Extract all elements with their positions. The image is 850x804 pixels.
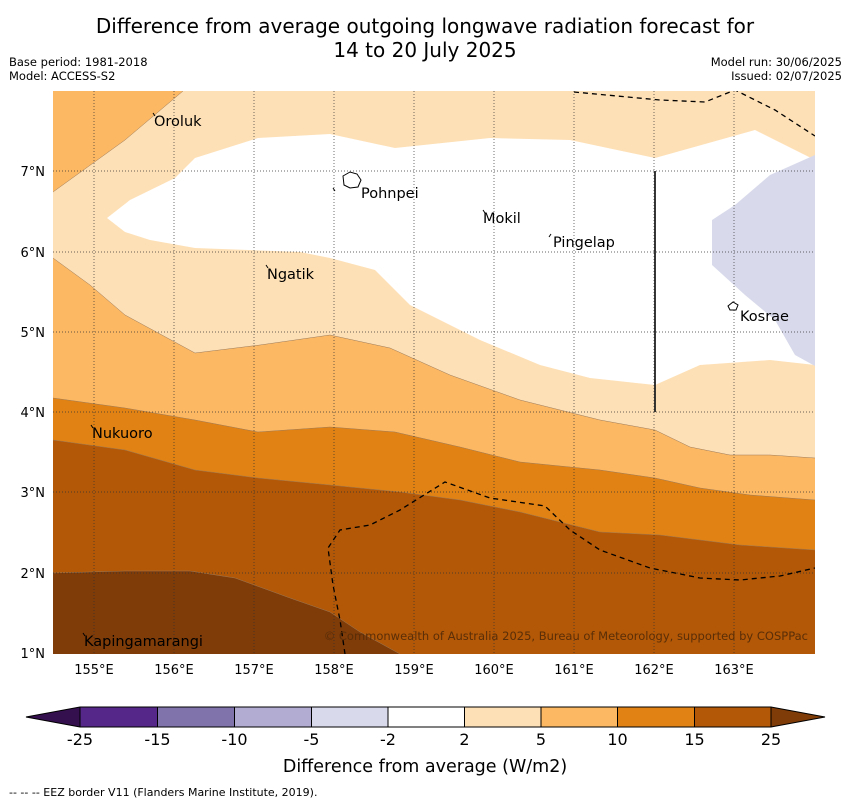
lat-tick-2: 2°N — [21, 567, 46, 582]
colorbar-extend-high — [771, 707, 825, 727]
island-dot-icon — [332, 187, 336, 192]
colorbar-seg-9 — [694, 707, 771, 727]
lon-tick-156: 156°E — [154, 663, 194, 678]
lon-tick-159: 159°E — [394, 663, 434, 678]
eez-border — [327, 91, 815, 654]
pohnpei-island-icon — [342, 171, 362, 189]
colorbar-tick-10: 25 — [761, 730, 781, 749]
issued-date: Issued: 02/07/2025 — [731, 69, 842, 83]
base-period: Base period: 1981-2018 — [9, 55, 148, 69]
colorbar-seg-8 — [617, 707, 695, 727]
place-pingelap: Pingelap — [553, 235, 615, 251]
colorbar-seg-5 — [388, 707, 465, 727]
colorbar-tick-9: 15 — [684, 730, 704, 749]
place-pohnpei: Pohnpei — [361, 186, 419, 202]
band-minus5-minus2 — [712, 155, 815, 366]
contour-lines — [53, 91, 815, 654]
kosrae-island-icon — [727, 301, 739, 311]
lon-tick-158: 158°E — [314, 663, 354, 678]
colorbar-tick-3: -10 — [221, 730, 247, 749]
place-oroluk: Oroluk — [154, 114, 202, 130]
lat-tick-7: 7°N — [21, 165, 46, 180]
colorbar-seg-7 — [541, 707, 618, 727]
colorbar-tick-6: 2 — [459, 730, 469, 749]
place-kosrae: Kosrae — [740, 309, 789, 325]
lon-tick-160: 160°E — [474, 663, 514, 678]
colorbar-tick-8: 10 — [607, 730, 627, 749]
place-kapingamarangi: Kapingamarangi — [84, 634, 203, 650]
map-area: Oroluk Pohnpei Mokil Pingelap Ngatik Kos… — [53, 91, 815, 654]
model-name: Model: ACCESS-S2 — [9, 69, 116, 83]
colorbar: -25 -15 -10 -5 -2 2 5 10 15 25 Differenc… — [25, 706, 826, 777]
colorbar-seg-3 — [234, 707, 312, 727]
colorbar-tick-2: -15 — [144, 730, 170, 749]
colorbar-tick-1: -25 — [67, 730, 93, 749]
place-nukuoro: Nukuoro — [92, 426, 153, 442]
colorbar-tick-7: 5 — [536, 730, 546, 749]
colorbar-seg-2 — [157, 707, 235, 727]
colorbar-seg-6 — [464, 707, 541, 727]
model-run: Model run: 30/06/2025 — [710, 55, 842, 69]
title-line-1: Difference from average outgoing longwav… — [95, 14, 755, 38]
place-mokil: Mokil — [483, 211, 521, 227]
meta-left: Base period: 1981-2018 Model: ACCESS-S2 — [9, 55, 148, 83]
lat-tick-5: 5°N — [21, 326, 46, 341]
meta-right: Model run: 30/06/2025 Issued: 02/07/2025 — [711, 55, 842, 83]
place-ngatik: Ngatik — [267, 267, 315, 283]
lon-tick-161: 161°E — [554, 663, 594, 678]
lat-tick-3: 3°N — [21, 486, 46, 501]
lon-tick-157: 157°E — [234, 663, 274, 678]
colorbar-label: Difference from average (W/m2) — [283, 757, 567, 777]
lon-tick-163: 163°E — [714, 663, 754, 678]
island-marks — [82, 112, 552, 637]
colorbar-extend-low — [26, 707, 80, 727]
lat-tick-6: 6°N — [21, 246, 46, 261]
lon-tick-155: 155°E — [74, 663, 114, 678]
colorbar-seg-4 — [311, 707, 388, 727]
lat-tick-4: 4°N — [21, 406, 46, 421]
colorbar-tick-4: -5 — [304, 730, 320, 749]
title-line-2: 14 to 20 July 2025 — [333, 38, 517, 62]
copyright-notice: © Commonwealth of Australia 2025, Bureau… — [324, 629, 808, 643]
lon-tick-162: 162°E — [634, 663, 674, 678]
eez-credit: -- -- -- EEZ border V11 (Flanders Marine… — [9, 786, 318, 799]
band-gt25 — [53, 571, 400, 654]
graticule — [53, 91, 815, 654]
colorbar-seg-1 — [80, 707, 158, 727]
colorbar-tick-5: -2 — [380, 730, 396, 749]
band-5-10-corner — [53, 91, 183, 192]
lat-tick-1: 1°N — [21, 647, 46, 662]
band-neutral — [107, 130, 815, 385]
